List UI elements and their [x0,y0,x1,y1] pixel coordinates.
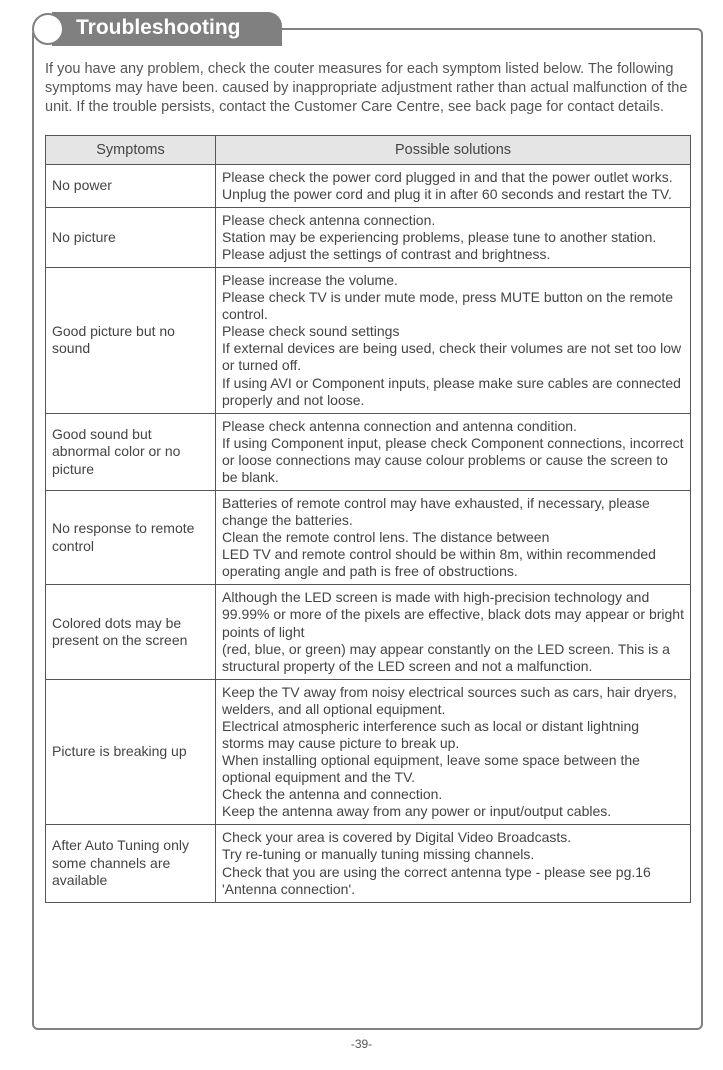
page-number: -39- [0,1037,723,1052]
solution-cell: Please check antenna connection and ante… [216,413,691,490]
symptom-cell: Good sound but abnormal color or no pict… [46,413,216,490]
troubleshooting-table: Symptoms Possible solutions No power Ple… [45,135,691,903]
table-body: No power Please check the power cord plu… [46,164,691,902]
solution-cell: Please check antenna connection.Station … [216,207,691,267]
col-header-symptoms: Symptoms [46,135,216,164]
solution-cell: Although the LED screen is made with hig… [216,585,691,679]
symptom-cell: No response to remote control [46,490,216,584]
col-header-solutions: Possible solutions [216,135,691,164]
solution-cell: Keep the TV away from noisy electrical s… [216,679,691,825]
symptom-cell: Good picture but no sound [46,268,216,414]
content-area: If you have any problem, check the coute… [45,60,691,903]
table-row: Good picture but no sound Please increas… [46,268,691,414]
section-header: Troubleshooting [32,12,282,46]
symptom-cell: After Auto Tuning only some channels are… [46,825,216,902]
symptom-cell: No power [46,164,216,207]
solution-cell: Please increase the volume.Please check … [216,268,691,414]
table-row: No picture Please check antenna connecti… [46,207,691,267]
section-title: Troubleshooting [52,12,282,46]
symptom-cell: Picture is breaking up [46,679,216,825]
table-row: Colored dots may be present on the scree… [46,585,691,679]
solution-cell: Please check the power cord plugged in a… [216,164,691,207]
solution-cell: Check your area is covered by Digital Vi… [216,825,691,902]
table-row: No power Please check the power cord plu… [46,164,691,207]
table-row: Picture is breaking up Keep the TV away … [46,679,691,825]
symptom-cell: No picture [46,207,216,267]
table-row: After Auto Tuning only some channels are… [46,825,691,902]
header-circle-icon [32,13,64,45]
intro-text: If you have any problem, check the coute… [45,60,691,117]
table-row: Good sound but abnormal color or no pict… [46,413,691,490]
symptom-cell: Colored dots may be present on the scree… [46,585,216,679]
table-row: No response to remote control Batteries … [46,490,691,584]
solution-cell: Batteries of remote control may have exh… [216,490,691,584]
